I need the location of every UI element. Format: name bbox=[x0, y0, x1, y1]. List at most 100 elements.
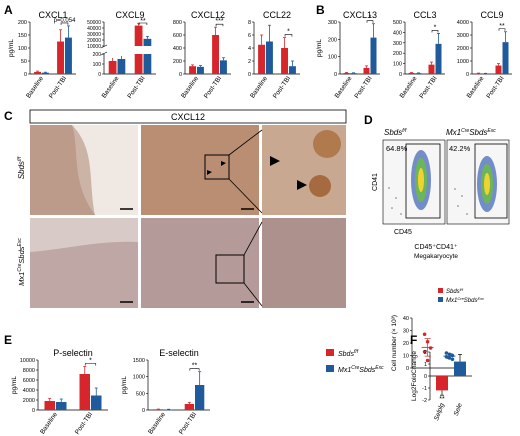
bar bbox=[195, 385, 205, 410]
x-tick-label: Post-TBI bbox=[178, 411, 198, 436]
significance-label: ** bbox=[140, 18, 146, 25]
inset-box-r2 bbox=[215, 254, 245, 284]
bar bbox=[454, 361, 466, 376]
legend-d-ko-swatch bbox=[438, 297, 443, 302]
flow-dots-1 bbox=[388, 150, 431, 215]
y-tick-label: 500 bbox=[393, 20, 402, 26]
y-tick-label: 0 bbox=[424, 374, 427, 380]
y-tick-label: 8000 bbox=[23, 368, 35, 374]
x-tick-label: Baseline bbox=[399, 75, 419, 100]
arrow-marker-4 bbox=[297, 180, 307, 190]
x-tick-label: Post-TBI bbox=[272, 75, 292, 100]
zoom-line-4 bbox=[243, 282, 263, 307]
significance-label: ** bbox=[192, 363, 198, 370]
x-tick-label: Baseline bbox=[101, 75, 121, 100]
zoom-line-3 bbox=[243, 221, 263, 256]
y-tick-label: 0 bbox=[179, 72, 182, 78]
y-tick-label: 2000 bbox=[23, 398, 35, 404]
y-tick-label: 10000 bbox=[87, 44, 101, 50]
significance-bracket bbox=[498, 28, 506, 31]
y-tick-label: 4 bbox=[248, 46, 251, 52]
y-tick-label: 0 bbox=[98, 72, 101, 78]
chart-title: CXCL1 bbox=[38, 10, 67, 20]
significance-label: p=0.054 bbox=[54, 18, 77, 24]
bar-upper bbox=[143, 38, 152, 46]
panel-c-title-box bbox=[29, 109, 347, 124]
bar bbox=[212, 35, 219, 74]
significance-label: ** bbox=[499, 23, 505, 30]
chart-e-selectin: 0 500 1000 1500 E-selectin Baseline Post-TBI ** bbox=[133, 348, 210, 436]
legend-d: Sbdsf/f Mx1CreSbdsExc bbox=[438, 287, 484, 304]
bar bbox=[197, 66, 204, 74]
y-tick-label: 10000 bbox=[20, 358, 35, 364]
y-tick-label: 0 bbox=[24, 72, 27, 78]
y-tick-label: 2000 bbox=[457, 46, 469, 52]
histology-texture bbox=[30, 218, 138, 252]
data-point bbox=[450, 353, 455, 358]
x-tick-label: Baseline bbox=[147, 411, 167, 436]
histology-texture bbox=[141, 125, 259, 215]
significance-bracket bbox=[189, 368, 200, 371]
legend-d-ctrl: Sbdsf/f bbox=[446, 287, 464, 295]
histology-texture bbox=[309, 175, 331, 197]
bar-lower bbox=[143, 54, 152, 74]
chart-subtitle: Megakaryocyte bbox=[414, 253, 458, 260]
bar bbox=[495, 65, 502, 74]
y-tick-label: 0 bbox=[399, 72, 402, 78]
bar bbox=[266, 41, 273, 74]
chart-title: CD45⁺CD41⁺ bbox=[414, 244, 457, 251]
significance-bracket bbox=[431, 30, 439, 33]
chart-title: CCL22 bbox=[263, 10, 291, 20]
panel-c-title: CXCL12 bbox=[171, 112, 205, 122]
x-tick-label: Post-TBI bbox=[203, 75, 223, 100]
histology-texture bbox=[262, 218, 346, 308]
bar bbox=[436, 376, 448, 391]
histology-tile-r2c3 bbox=[262, 218, 346, 308]
data-point bbox=[422, 349, 427, 354]
y-tick-label: 40000 bbox=[87, 26, 101, 32]
chart-ccl22: 0 2 4 6 8 CCL22 Baseline Post-TBI * bbox=[248, 10, 300, 100]
x-tick-label: Post-TBI bbox=[485, 75, 505, 100]
x-tick-label: Baseline bbox=[249, 75, 269, 100]
chart-title: CCL3 bbox=[413, 10, 436, 20]
y-axis-label-cxcl13: pg/mL bbox=[316, 39, 323, 57]
panel-label-e: E bbox=[4, 333, 12, 347]
significance-bracket bbox=[215, 23, 224, 27]
bar bbox=[363, 67, 370, 74]
bar bbox=[408, 72, 415, 74]
panel-label-a: A bbox=[4, 3, 13, 17]
significance-bracket bbox=[366, 20, 374, 23]
legend-d-ctrl-swatch bbox=[438, 288, 443, 293]
chart-megakaryocyte: CD45⁺CD41⁺ Megakaryocyte 0 10 20 30 40 bbox=[403, 244, 464, 372]
y-tick-label: 1 bbox=[424, 362, 427, 368]
axis-break bbox=[100, 44, 108, 49]
panel-label-f: F bbox=[410, 333, 417, 347]
legend-e-ctrl-swatch bbox=[326, 349, 334, 356]
y-tick-label: 8 bbox=[248, 20, 251, 26]
y-tick-label: 6000 bbox=[23, 378, 35, 384]
x-tick-label: Baseline bbox=[25, 75, 45, 100]
significance-bracket bbox=[284, 34, 293, 37]
y-tick-label: 100 bbox=[393, 62, 402, 68]
significance-label: * bbox=[369, 15, 372, 22]
y-tick-label: 300 bbox=[393, 41, 402, 47]
y-tick-label: 200 bbox=[93, 52, 102, 58]
x-tick-label: Baseline bbox=[39, 411, 59, 436]
bar bbox=[34, 71, 41, 74]
data-point bbox=[425, 358, 430, 363]
significance-bracket bbox=[60, 22, 69, 25]
y-axis-label-fold-change: Log2FoldChange bbox=[411, 351, 418, 401]
chart-fold-change: -2 -1 0 1 2 Selplg** Sele bbox=[422, 350, 472, 422]
panel-label-c: C bbox=[4, 109, 13, 123]
panel-d-flow: Sbdsf/f Mx1CreSbdsExc CD41 CD45 64.8% 42… bbox=[372, 128, 510, 236]
panel-c-row1-label: Sbdsf/f bbox=[17, 156, 26, 179]
significance-label: * bbox=[287, 29, 290, 36]
y-tick-label: 500 bbox=[136, 391, 145, 397]
inset-box-r1 bbox=[204, 154, 230, 180]
data-point bbox=[450, 357, 455, 362]
bar bbox=[350, 73, 357, 74]
histology-tile-r2c2 bbox=[141, 218, 259, 308]
arrow-marker-3 bbox=[270, 156, 280, 166]
